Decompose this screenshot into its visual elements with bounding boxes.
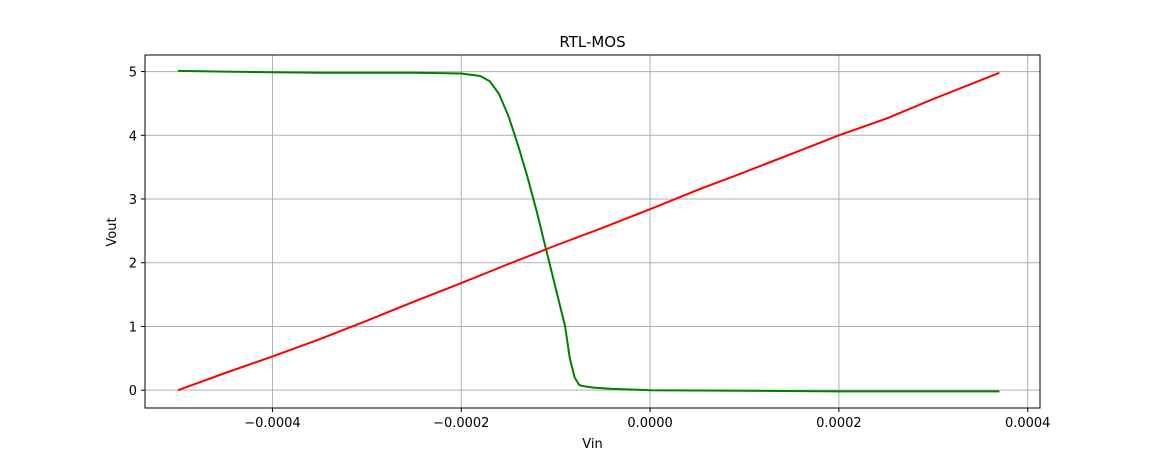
x-axis-label: Vin (582, 437, 602, 452)
y-tick-label: 1 (129, 320, 137, 335)
x-tick-label: −0.0004 (244, 416, 300, 431)
y-axis-label: Vout (105, 217, 120, 246)
y-tick-label: 4 (129, 129, 137, 144)
plot-frame (144, 54, 1041, 409)
y-tick-label: 5 (129, 66, 137, 81)
x-tick-label: 0.0002 (816, 416, 862, 431)
series-line-2 (177, 71, 1000, 392)
chart-title: RTL-MOS (559, 33, 625, 51)
y-tick-label: 2 (129, 257, 137, 272)
series-lines (177, 69, 1000, 393)
ticks: −0.0004 −0.0002 0.0000 0.0002 0.0004 0 1 2 3 4 5 (129, 66, 1051, 431)
x-tick-label: 0.0000 (627, 416, 673, 431)
y-tick-label: 3 (129, 193, 137, 208)
series-line-1 (177, 69, 1000, 393)
x-tick-label: −0.0002 (433, 416, 489, 431)
x-tick-label: 0.0004 (1005, 416, 1051, 431)
y-tick-label: 0 (129, 384, 137, 399)
